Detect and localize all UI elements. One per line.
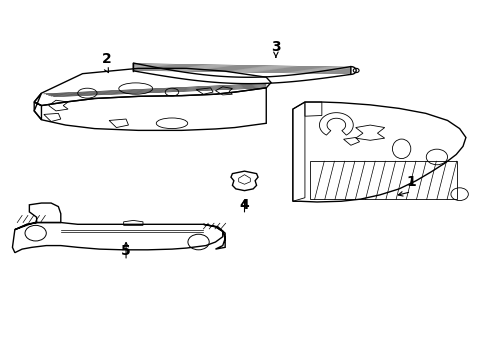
Text: 3: 3 [270,40,280,54]
Text: 1: 1 [406,175,415,189]
Text: 5: 5 [121,244,131,258]
Text: 4: 4 [239,198,249,212]
Text: 2: 2 [102,53,111,67]
Bar [309,161,456,199]
